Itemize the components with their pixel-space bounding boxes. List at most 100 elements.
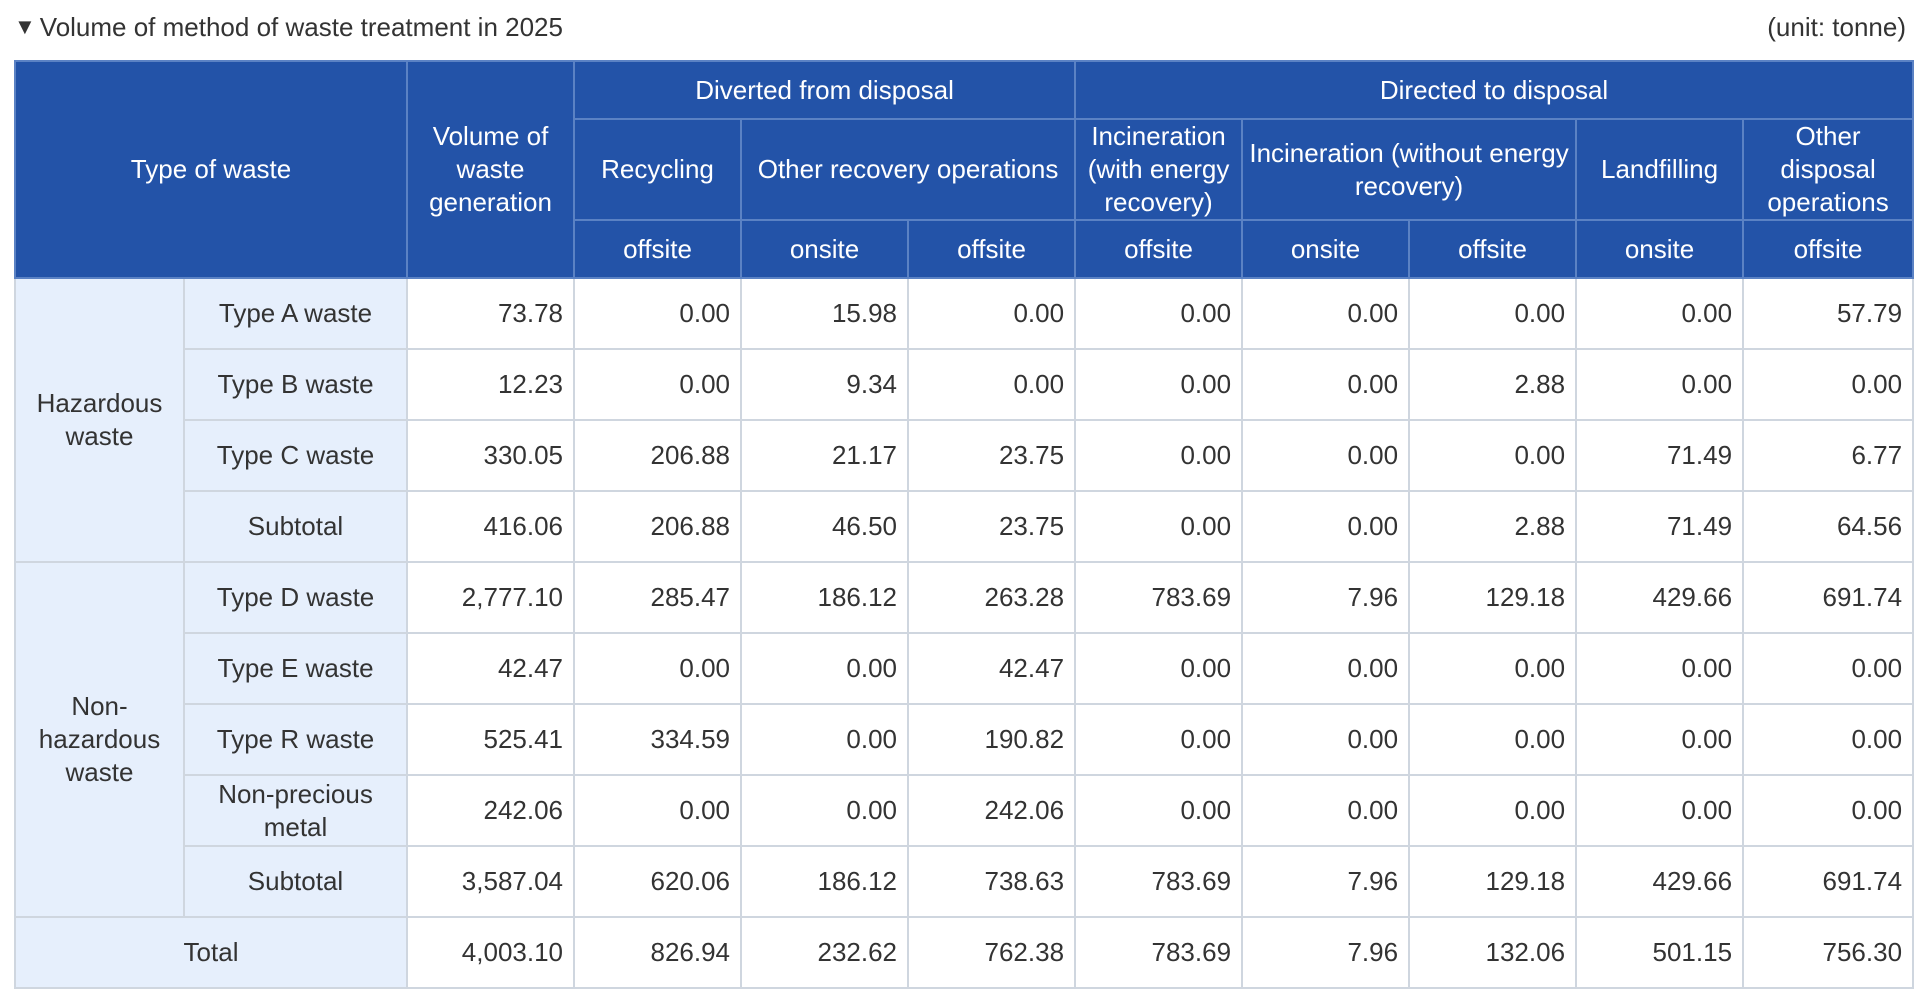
cell-value: 0.00 [1241, 632, 1411, 705]
cell-value: 190.82 [907, 703, 1077, 776]
cell-value: 783.69 [1074, 561, 1244, 634]
cell-value: 0.00 [1742, 703, 1915, 776]
cell-value: 23.75 [907, 419, 1077, 492]
cell-value: 0.00 [1074, 419, 1244, 492]
header-other-recovery: Other recovery operations [740, 118, 1077, 221]
header-landfilling-onsite: onsite [1575, 219, 1745, 279]
cell-value: 64.56 [1742, 490, 1915, 563]
cell-value: 0.00 [1241, 490, 1411, 563]
cell-value: 206.88 [573, 419, 743, 492]
cell-value: 15.98 [740, 277, 910, 350]
cell-value: 21.17 [740, 419, 910, 492]
cell-value: 416.06 [406, 490, 576, 563]
header-other-disposal-offsite: offsite [1742, 219, 1915, 279]
cell-value: 23.75 [907, 490, 1077, 563]
cell-value: 0.00 [907, 277, 1077, 350]
cell-value: 285.47 [573, 561, 743, 634]
cell-value: 42.47 [907, 632, 1077, 705]
cell-value: 71.49 [1575, 490, 1745, 563]
cell-value: 7.96 [1241, 561, 1411, 634]
row-label: Type D waste [182, 561, 409, 634]
caption-title-group: ▼ Volume of method of waste treatment in… [14, 12, 563, 43]
cell-value: 232.62 [740, 916, 910, 989]
cell-value: 0.00 [740, 632, 910, 705]
table-header: Type of waste Volume of waste generation… [13, 60, 1915, 279]
row-label: Type B waste [182, 348, 409, 421]
cell-value: 501.15 [1575, 916, 1745, 989]
row-label: Type A waste [182, 277, 409, 350]
cell-value: 6.77 [1742, 419, 1915, 492]
table-row-total: Total 4,003.10 826.94 232.62 762.38 783.… [13, 916, 1915, 989]
cell-value: 0.00 [573, 632, 743, 705]
cell-value: 9.34 [740, 348, 910, 421]
unit-label: (unit: tonne) [1767, 11, 1906, 42]
waste-treatment-table: Type of waste Volume of waste generation… [13, 60, 1915, 989]
triangle-down-icon: ▼ [14, 14, 36, 39]
cell-value: 826.94 [573, 916, 743, 989]
cell-value: 783.69 [1074, 845, 1244, 918]
cell-value: 0.00 [573, 774, 743, 847]
cell-value: 762.38 [907, 916, 1077, 989]
cell-value: 0.00 [1241, 703, 1411, 776]
table-row: Non-hazardous waste Type D waste 2,777.1… [14, 561, 1915, 918]
cell-value: 71.49 [1575, 419, 1745, 492]
cell-value: 0.00 [1575, 632, 1745, 705]
cell-value: 4,003.10 [406, 916, 576, 989]
row-label: Subtotal [182, 845, 409, 918]
cell-value: 0.00 [1074, 774, 1244, 847]
cell-value: 0.00 [1074, 703, 1244, 776]
cell-value: 12.23 [406, 348, 576, 421]
group-non-hazardous-waste: Non-hazardous waste [14, 561, 185, 918]
row-label: Type R waste [182, 703, 409, 776]
cell-value: 691.74 [1742, 845, 1915, 918]
cell-value: 0.00 [1408, 277, 1578, 350]
cell-value: 0.00 [1408, 419, 1578, 492]
header-directed-to-disposal: Directed to disposal [1074, 60, 1915, 120]
table-row-subtotal: Subtotal 3,587.04 620.06 186.12 738.63 7… [15, 845, 1915, 918]
total-label: Total [13, 916, 409, 989]
header-type-of-waste: Type of waste [13, 60, 409, 279]
cell-value: 129.18 [1408, 845, 1578, 918]
cell-value: 0.00 [1074, 632, 1244, 705]
table-row-subtotal: Subtotal 416.06 206.88 46.50 23.75 0.00 … [15, 490, 1915, 563]
cell-value: 0.00 [1742, 348, 1915, 421]
cell-value: 46.50 [740, 490, 910, 563]
cell-value: 330.05 [406, 419, 576, 492]
cell-value: 206.88 [573, 490, 743, 563]
cell-value: 0.00 [1575, 277, 1745, 350]
cell-value: 0.00 [1241, 277, 1411, 350]
header-incineration-with-offsite: offsite [1074, 219, 1244, 279]
header-other-disposal: Other disposal operations [1742, 118, 1915, 221]
cell-value: 429.66 [1575, 845, 1745, 918]
cell-value: 186.12 [740, 561, 910, 634]
header-incineration-with-energy: Incineration (with energy recovery) [1074, 118, 1244, 221]
cell-value: 0.00 [1575, 703, 1745, 776]
header-volume-generation: Volume of waste generation [406, 60, 576, 279]
header-recycling: Recycling [573, 118, 743, 221]
cell-value: 0.00 [1241, 419, 1411, 492]
cell-value: 242.06 [907, 774, 1077, 847]
cell-value: 334.59 [573, 703, 743, 776]
cell-value: 783.69 [1074, 916, 1244, 989]
cell-value: 0.00 [1241, 774, 1411, 847]
cell-value: 2.88 [1408, 348, 1578, 421]
header-incineration-without-offsite: offsite [1408, 219, 1578, 279]
cell-value: 738.63 [907, 845, 1077, 918]
cell-value: 7.96 [1241, 916, 1411, 989]
row-label: Non-precious metal [182, 774, 409, 847]
cell-value: 525.41 [406, 703, 576, 776]
header-landfilling: Landfilling [1575, 118, 1745, 221]
cell-value: 242.06 [406, 774, 576, 847]
table-row: Type R waste 525.41 334.59 0.00 190.82 0… [15, 703, 1915, 776]
cell-value: 129.18 [1408, 561, 1578, 634]
cell-value: 0.00 [1074, 277, 1244, 350]
row-label: Type E waste [182, 632, 409, 705]
header-recycling-offsite: offsite [573, 219, 743, 279]
table-row: Type E waste 42.47 0.00 0.00 42.47 0.00 … [15, 632, 1915, 705]
table-row: Non-precious metal 242.06 0.00 0.00 242.… [15, 774, 1915, 847]
header-diverted-from-disposal: Diverted from disposal [573, 60, 1077, 120]
header-incineration-without-onsite: onsite [1241, 219, 1411, 279]
cell-value: 57.79 [1742, 277, 1915, 350]
cell-value: 0.00 [1074, 348, 1244, 421]
cell-value: 0.00 [573, 348, 743, 421]
